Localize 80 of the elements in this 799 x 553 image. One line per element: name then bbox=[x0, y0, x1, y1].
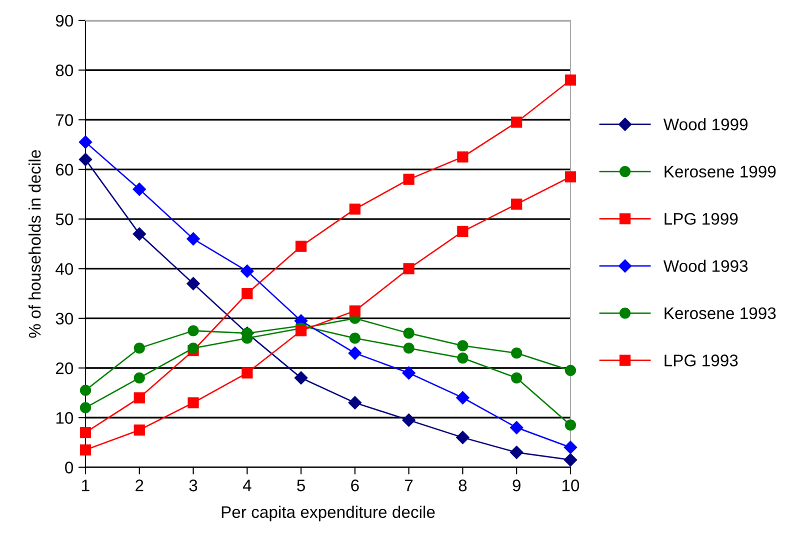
x-tick-label: 2 bbox=[136, 480, 144, 492]
point bbox=[457, 352, 468, 364]
x-tick-label: 1 bbox=[82, 480, 90, 492]
y-tick-label: 10 bbox=[56, 412, 74, 424]
x-tick-label: 6 bbox=[351, 480, 359, 492]
point bbox=[564, 171, 576, 182]
point bbox=[80, 444, 92, 456]
x-tick-label: 3 bbox=[189, 480, 198, 492]
x-axis-title: Per capita expenditure decile bbox=[222, 506, 435, 522]
point bbox=[511, 116, 522, 128]
point bbox=[295, 325, 307, 336]
point bbox=[456, 430, 470, 444]
point bbox=[188, 397, 199, 408]
y-tick-label: 0 bbox=[65, 462, 74, 474]
point bbox=[186, 232, 200, 246]
legend-label: Wood 1999 bbox=[663, 118, 748, 130]
y-tick-label: 30 bbox=[56, 312, 74, 325]
point bbox=[511, 348, 522, 359]
x-tick-label: 8 bbox=[458, 480, 467, 492]
point bbox=[242, 288, 253, 300]
point bbox=[242, 367, 253, 379]
x-tick-label: 5 bbox=[297, 480, 305, 492]
y-tick-label: 20 bbox=[56, 362, 74, 374]
x-tick-label: 7 bbox=[405, 480, 413, 492]
legend-label: Kerosene 1993 bbox=[664, 307, 776, 320]
point bbox=[457, 340, 468, 352]
point bbox=[134, 342, 145, 354]
point bbox=[457, 226, 468, 238]
point bbox=[134, 424, 145, 436]
x-tick-label: 9 bbox=[512, 480, 520, 492]
point bbox=[132, 227, 146, 241]
point bbox=[456, 391, 470, 404]
point bbox=[80, 402, 92, 414]
point bbox=[134, 392, 145, 404]
point bbox=[132, 182, 146, 196]
point bbox=[564, 74, 576, 86]
point bbox=[402, 414, 416, 427]
legend-label: Wood 1993 bbox=[663, 260, 748, 272]
point bbox=[349, 305, 360, 316]
point bbox=[348, 396, 362, 410]
point bbox=[564, 364, 576, 376]
point bbox=[80, 426, 92, 438]
point bbox=[349, 332, 360, 344]
point bbox=[403, 263, 414, 274]
y-tick-label: 40 bbox=[56, 263, 74, 275]
x-tick-label: 4 bbox=[242, 480, 252, 492]
x-tick-label: 10 bbox=[562, 480, 580, 492]
point bbox=[134, 372, 145, 384]
point bbox=[294, 371, 308, 385]
point bbox=[510, 420, 524, 434]
point bbox=[403, 174, 414, 185]
point bbox=[349, 204, 360, 215]
point bbox=[457, 151, 468, 163]
y-tick-label: 70 bbox=[56, 114, 74, 126]
y-tick-label: 80 bbox=[56, 64, 74, 76]
point bbox=[295, 240, 307, 252]
point bbox=[403, 342, 414, 354]
point bbox=[78, 152, 92, 166]
y-tick-label: 60 bbox=[56, 164, 74, 176]
point bbox=[188, 342, 199, 354]
point bbox=[511, 372, 522, 384]
point bbox=[186, 277, 200, 290]
point bbox=[510, 446, 524, 459]
point bbox=[564, 420, 576, 431]
point bbox=[188, 325, 199, 336]
point bbox=[80, 384, 92, 396]
point bbox=[348, 346, 362, 360]
point bbox=[403, 328, 414, 339]
point bbox=[240, 264, 254, 278]
y-tick-label: 50 bbox=[56, 213, 74, 226]
point bbox=[564, 440, 578, 454]
legend-label: LPG 1999 bbox=[664, 212, 738, 225]
y-axis-title: % of households in decile bbox=[28, 150, 41, 338]
legend-label: LPG 1993 bbox=[664, 354, 738, 366]
point bbox=[511, 198, 522, 210]
y-tick-label: 90 bbox=[56, 14, 74, 27]
point bbox=[564, 453, 578, 466]
legend-label: Kerosene 1999 bbox=[664, 166, 776, 178]
point bbox=[78, 136, 92, 149]
point bbox=[402, 366, 416, 380]
